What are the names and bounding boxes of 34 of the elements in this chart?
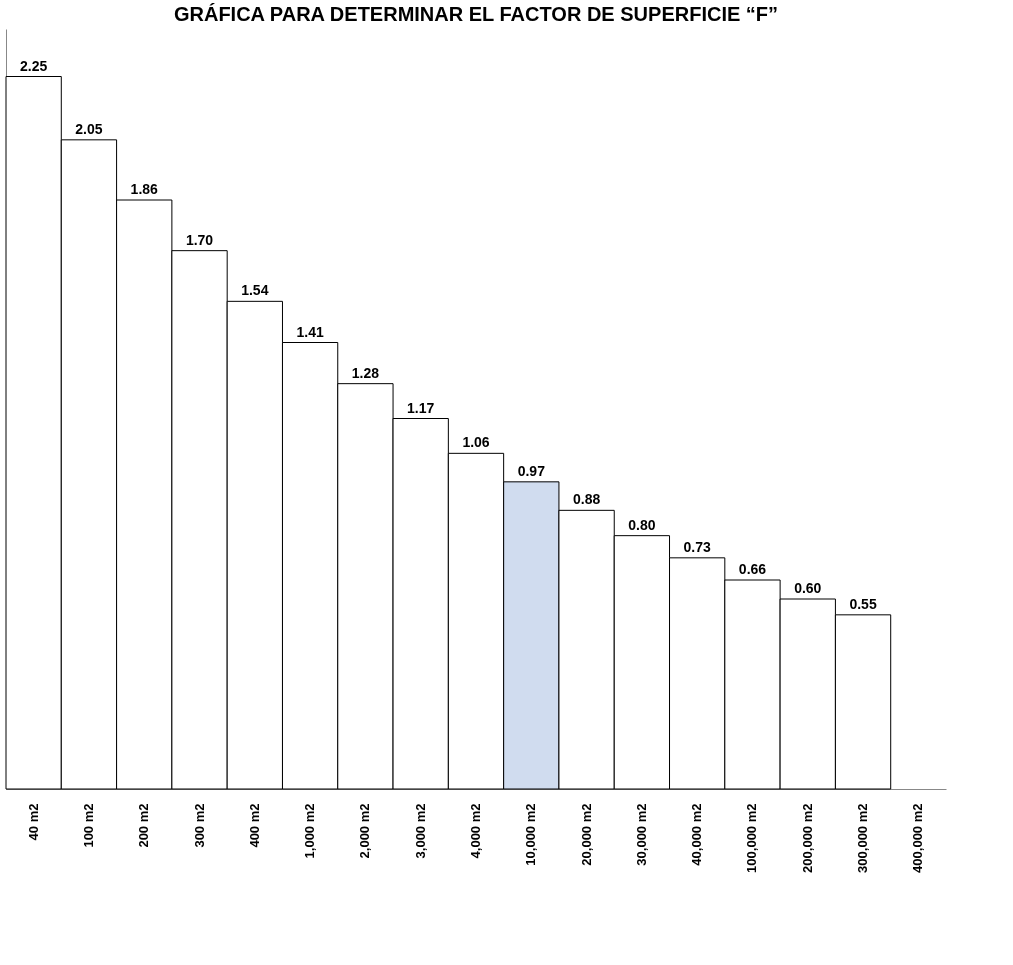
- data-label: 0.88: [572, 491, 601, 508]
- x-tick-label: 200,000 m2: [799, 803, 815, 873]
- x-tick-label: 10,000 m2: [523, 803, 539, 866]
- x-tick-label: 30,000 m2: [633, 803, 649, 866]
- chart-title: GRÁFICA PARA DETERMINAR EL FACTOR DE SUPERFICIE “F”: [173, 3, 779, 25]
- data-label: 0.73: [683, 538, 712, 555]
- x-tick-label: 3,000 m2: [412, 803, 428, 859]
- data-label: 0.60: [794, 580, 822, 596]
- data-label: 0.66: [738, 561, 767, 577]
- x-tick-label: 4,000 m2: [468, 803, 483, 859]
- data-label: 2.25: [20, 57, 48, 74]
- x-tick-label: 400,000 m2: [910, 803, 926, 873]
- x-tick-label: 100,000 m2: [744, 803, 760, 873]
- data-label: 0.80: [628, 516, 656, 533]
- data-label: 1.86: [130, 181, 159, 197]
- data-label: 1.41: [296, 323, 324, 340]
- x-tick-label: 300,000 m2: [855, 803, 871, 873]
- data-label: 1.70: [185, 231, 214, 248]
- x-tick-label: 300 m2: [191, 803, 207, 848]
- x-tick-label: 100 m2: [80, 803, 96, 848]
- x-tick-label: 400 m2: [246, 803, 262, 848]
- data-label: 0.97: [517, 462, 546, 479]
- data-label: 1.28: [351, 364, 380, 381]
- data-label: 1.54: [241, 282, 269, 299]
- data-label: 2.05: [75, 120, 103, 137]
- data-label: 1.17: [407, 399, 435, 416]
- data-label: 1.06: [462, 434, 490, 451]
- x-tick-label: 2,000 m2: [357, 803, 373, 859]
- data-label: 0.55: [849, 595, 877, 612]
- x-tick-label: 20,000 m2: [578, 803, 594, 866]
- x-tick-label: 200 m2: [136, 803, 152, 848]
- x-tick-label: 1,000 m2: [302, 803, 318, 859]
- x-tick-label: 40,000 m2: [689, 803, 705, 866]
- x-tick-label: 40 m2: [25, 803, 41, 841]
